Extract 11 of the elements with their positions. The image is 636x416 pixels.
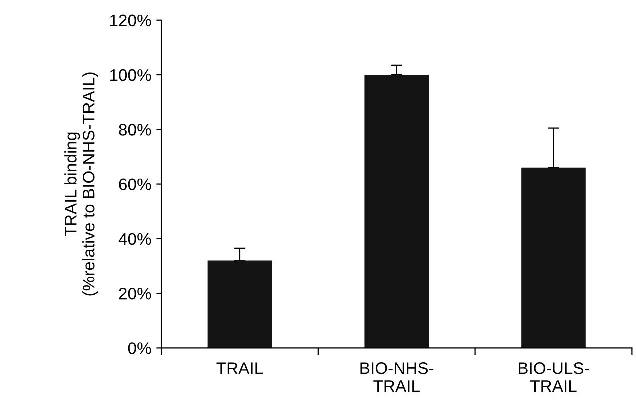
y-tick-label: 100% (110, 69, 152, 82)
y-tick-label: 20% (119, 288, 152, 300)
y-tick-label: 60% (119, 178, 152, 190)
x-tick-label: BIO-ULS- TRAIL (518, 362, 590, 392)
x-tick-label: TRAIL (216, 362, 264, 374)
y-tick-label: 80% (119, 124, 152, 136)
y-tick-label: 120% (110, 14, 152, 27)
y-tick-label: 40% (118, 233, 152, 246)
x-tick-label: BIO-NHS- TRAIL (360, 362, 434, 392)
y-tick-label: 0% (128, 342, 152, 354)
y-axis-title: TRAIL binding (%relative to BIO-NHS-TRAIL) (64, 72, 98, 296)
